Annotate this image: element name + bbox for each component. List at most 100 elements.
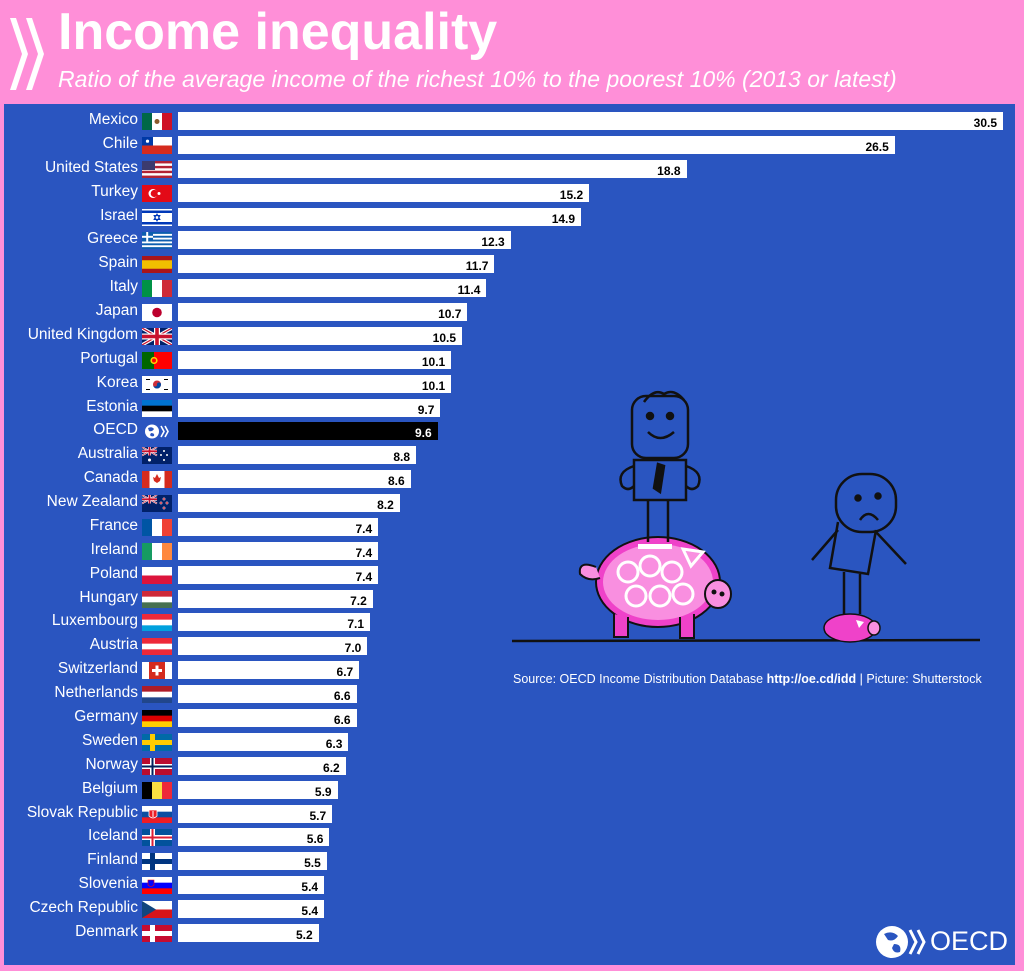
bar-row: New Zealand 8.2 [4,491,1015,515]
bar-row: Spain 11.7 [4,252,1015,276]
category-label: Portugal [80,349,138,367]
source-link[interactable]: http://oe.cd/idd [766,672,857,686]
value-bar [178,326,463,345]
bar-row: OECD 9.6 [4,419,1015,443]
bar-row: Canada 8.6 [4,467,1015,491]
value-bar [178,231,511,250]
source-prefix: Source: OECD Income Distribution Databas… [513,672,767,686]
value-label: 7.2 [350,593,367,608]
bar-row: Korea 10.1 [4,372,1015,396]
value-label: 6.6 [333,689,351,704]
iceland-flag-icon [142,829,172,847]
value-bar [178,613,371,632]
value-label: 5.4 [301,880,319,895]
value-bar [178,374,452,393]
piggy-bank-illustration [511,390,981,643]
page-title: Income inequality [58,3,498,61]
value-bar [178,541,379,560]
value-bar [178,852,327,871]
bar-row: Chile 26.5 [4,133,1015,157]
oecd-chevron-icon [10,18,44,90]
value-bar [178,756,346,775]
value-label: 18.8 [657,163,681,178]
value-bar [178,446,417,465]
bar-row: Luxembourg 7.1 [4,610,1015,634]
value-label: 9.7 [417,402,435,417]
bar-row: Portugal 10.1 [4,348,1015,372]
source-suffix: | Picture: Shutterstock [856,672,982,686]
category-label: Czech Republic [29,899,138,917]
value-bar [178,637,368,656]
portugal-flag-icon [142,351,172,369]
turkey-flag-icon [142,184,172,202]
value-label: 15.2 [559,187,584,202]
value-bar [178,183,590,202]
oecd-average-bar [178,422,438,441]
category-label: Canada [83,469,138,487]
value-label: 26.5 [865,139,889,154]
value-label: 6.2 [323,760,340,775]
slovenia-flag-icon [142,877,172,895]
value-bar [178,780,338,799]
united-kingdom-flag-icon [142,327,172,345]
category-label: Greece [87,230,138,248]
spain-flag-icon [142,256,172,274]
value-bar [178,279,487,298]
czech-republic-flag-icon [142,901,172,919]
category-label: Finland [87,851,138,869]
value-bar [178,685,357,704]
bar-row: United States 18.8 [4,157,1015,181]
denmark-flag-icon [142,924,172,942]
category-label: Sweden [81,731,138,749]
oecd-flag-icon [142,423,172,441]
value-bar [178,589,373,608]
value-label: 5.6 [306,832,324,847]
bar-row: Hungary 7.2 [4,587,1015,611]
bar-row: Belgium 5.9 [4,778,1015,802]
sweden-flag-icon [142,733,172,751]
category-label: Netherlands [54,684,138,702]
value-label: 5.4 [301,904,319,919]
value-bar [178,112,1003,130]
bar-row: Czech Republic 5.4 [4,897,1015,921]
mexico-flag-icon [142,113,172,130]
bar-row: Ireland 7.4 [4,539,1015,563]
value-bar [178,565,379,584]
category-label: United States [44,158,138,176]
bar-row: Estonia 9.7 [4,396,1015,420]
category-label: Hungary [79,588,138,606]
category-label: Estonia [86,397,138,415]
category-label: OECD [93,421,138,439]
value-bar [178,661,360,680]
value-bar [178,876,325,895]
bar-row: Germany 6.6 [4,706,1015,730]
switzerland-flag-icon [142,662,172,680]
value-bar [178,828,330,847]
bar-row: Israel 14.9 [4,205,1015,229]
category-label: Spain [98,254,138,272]
value-label: 12.3 [481,235,505,250]
value-bar [178,709,357,727]
value-bar [178,804,333,823]
category-label: Israel [100,206,138,224]
value-bar [178,255,495,274]
value-bar [178,350,452,369]
category-label: Slovak Republic [26,803,138,821]
category-label: Austria [89,636,138,654]
category-label: Norway [85,755,138,773]
value-bar [178,494,400,513]
category-label: Italy [109,278,138,296]
value-label: 5.5 [304,856,321,871]
chile-flag-icon [142,136,172,154]
category-label: United Kingdom [27,325,138,343]
bar-row: Australia 8.8 [4,443,1015,467]
category-label: Turkey [91,182,138,200]
category-label: Iceland [88,827,138,845]
netherlands-flag-icon [142,686,172,704]
australia-flag-icon [142,447,172,465]
value-label: 6.6 [333,713,351,727]
category-label: New Zealand [46,493,138,511]
bar-row: Slovenia 5.4 [4,873,1015,897]
austria-flag-icon [142,638,172,656]
category-label: Switzerland [57,660,138,678]
